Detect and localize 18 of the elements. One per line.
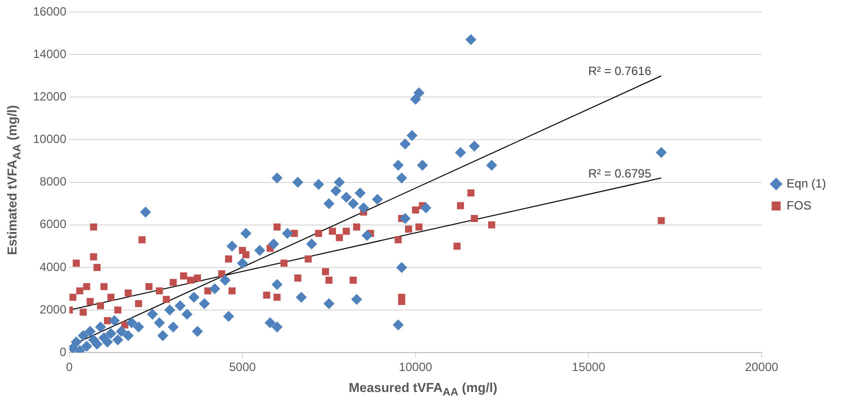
legend-label: FOS bbox=[786, 198, 812, 212]
x-tick-label: 20000 bbox=[744, 360, 779, 374]
y-tick-label: 8000 bbox=[40, 174, 67, 189]
y-tick-label: 2000 bbox=[40, 302, 67, 316]
x-tick-label: 5000 bbox=[229, 360, 256, 374]
annotation: R² = 0.7616 bbox=[588, 64, 652, 78]
y-tick-label: 14000 bbox=[32, 46, 67, 61]
y-tick-label: 4000 bbox=[40, 260, 67, 274]
y-tick-label: 12000 bbox=[32, 89, 67, 104]
y-tick-label: 0 bbox=[60, 344, 67, 359]
y-tick-label: 10000 bbox=[32, 132, 67, 146]
x-tick-label: 10000 bbox=[398, 360, 433, 374]
x-axis-title: Measured tVFA$_{AA}$ (mg/l) bbox=[348, 380, 498, 399]
annotation: R² = 0.6795 bbox=[588, 166, 652, 180]
y-tick-label: 16000 bbox=[32, 4, 67, 18]
legend-label: Eqn (1) bbox=[786, 176, 826, 190]
x-tick-label: 15000 bbox=[572, 360, 606, 374]
y-tick-label: 6000 bbox=[40, 217, 67, 232]
